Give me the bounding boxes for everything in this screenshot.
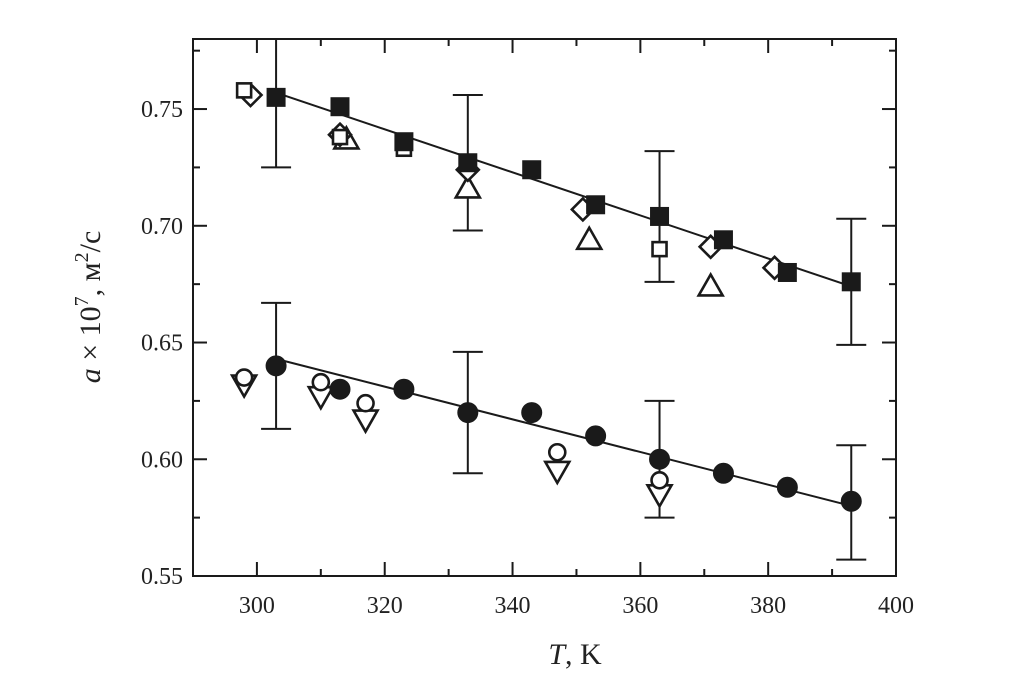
- y-axis-label: a × 107, м2/с: [71, 231, 107, 384]
- y-axis-exponent: 7: [71, 296, 93, 306]
- data-point-triangle-down-open: [351, 409, 380, 435]
- data-point-square-filled: [394, 132, 414, 152]
- y-tick-label: 0.70: [141, 214, 183, 240]
- y-axis-unit-tail: /с: [74, 231, 107, 253]
- y-tick-label: 0.65: [141, 331, 183, 357]
- y-tick-label: 0.55: [141, 564, 183, 590]
- data-point-circle-filled: [265, 355, 287, 377]
- data-point-circle-filled: [712, 462, 734, 484]
- data-points: [229, 82, 862, 512]
- x-tick-label: 400: [878, 593, 914, 619]
- y-axis-var: a: [74, 368, 107, 383]
- data-point-square-filled: [841, 272, 861, 292]
- data-point-square-filled: [650, 206, 670, 226]
- fit-line: [275, 357, 852, 507]
- data-point-circle-filled: [329, 378, 351, 400]
- data-point-circle-open: [234, 368, 254, 387]
- x-tick-label: 300: [239, 593, 275, 619]
- data-point-square-filled: [777, 262, 797, 282]
- data-point-square-open: [235, 82, 253, 99]
- y-tick-label: 0.75: [141, 97, 183, 123]
- y-axis-unit-exponent: 2: [71, 252, 93, 262]
- fit-lines: [275, 91, 852, 507]
- data-point-triangle-up-open: [696, 271, 725, 297]
- x-axis-unit: , K: [565, 638, 602, 671]
- data-point-circle-filled: [457, 402, 479, 424]
- y-axis-multiplier: × 10: [74, 306, 107, 368]
- fit-line: [275, 91, 852, 288]
- data-point-circle-filled: [393, 378, 415, 400]
- x-axis-label: T, K: [548, 638, 602, 671]
- data-point-square-filled: [586, 195, 606, 215]
- data-point-circle-filled: [585, 425, 607, 447]
- data-point-circle-open: [311, 372, 331, 392]
- data-point-triangle-up-open: [453, 173, 483, 199]
- data-point-square-filled: [458, 153, 478, 173]
- data-point-circle-filled: [521, 402, 543, 424]
- data-point-square-filled: [266, 87, 286, 107]
- plot-frame: [192, 38, 897, 577]
- data-point-circle-open: [650, 470, 669, 490]
- x-tick-labels: 300 320 340 360 380 400: [239, 593, 914, 619]
- y-tick-label: 0.60: [141, 447, 183, 473]
- data-point-square-filled: [330, 97, 350, 117]
- data-point-circle-filled: [776, 476, 798, 498]
- x-tick-label: 380: [750, 593, 786, 619]
- data-point-circle-filled: [840, 490, 862, 512]
- y-axis-unit: , м: [74, 262, 107, 296]
- data-point-square-open: [331, 128, 349, 146]
- error-bars: [261, 39, 867, 561]
- data-point-circle-open: [356, 393, 375, 413]
- data-point-triangle-up-open: [574, 225, 604, 251]
- data-point-square-open: [651, 240, 668, 258]
- data-point-square-filled: [713, 230, 733, 250]
- x-axis-var: T: [548, 638, 567, 671]
- data-point-triangle-down-open: [543, 460, 572, 486]
- x-tick-label: 340: [495, 593, 531, 619]
- x-tick-label: 320: [367, 593, 403, 619]
- data-point-circle-filled: [649, 448, 671, 470]
- y-tick-labels: 0.55 0.60 0.65 0.70 0.75: [141, 97, 183, 590]
- axis-ticks: [193, 39, 897, 577]
- x-tick-label: 360: [622, 593, 658, 619]
- data-point-square-filled: [522, 160, 542, 180]
- data-point-circle-open: [547, 442, 567, 462]
